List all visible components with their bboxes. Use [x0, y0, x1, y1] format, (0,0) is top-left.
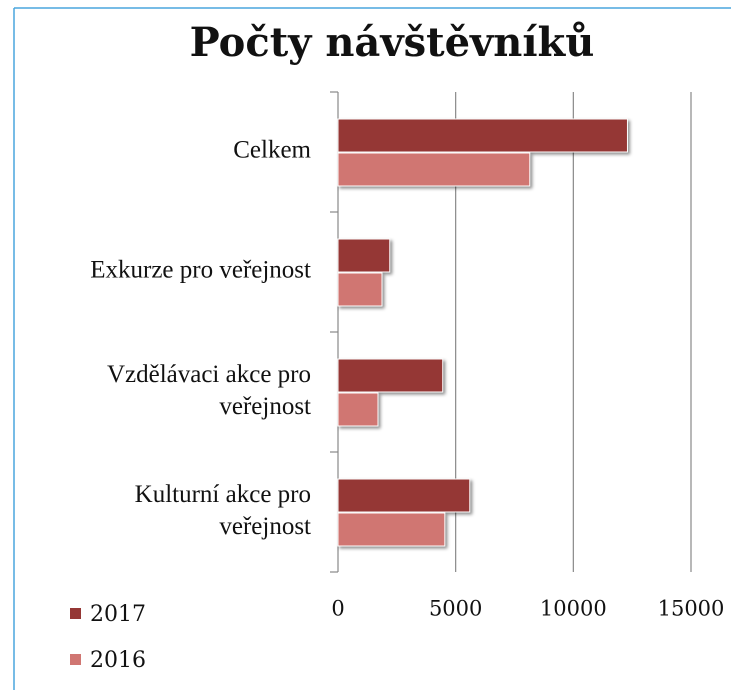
legend-swatch: [70, 608, 81, 619]
legend-label: 2017: [90, 602, 146, 627]
bar: [337, 238, 391, 273]
x-tick-label: 0: [331, 597, 344, 621]
bar: [337, 358, 444, 393]
bar: [337, 152, 531, 187]
bar: [337, 118, 628, 153]
bar: [337, 478, 471, 513]
bar: [337, 392, 379, 427]
x-tick-label: 15000: [658, 597, 725, 621]
bar: [337, 272, 383, 307]
y-tick-label: Exkurze pro veřejnost: [90, 257, 311, 284]
x-tick-label: 10000: [540, 597, 607, 621]
legend-swatch: [70, 654, 81, 665]
chart-title: Počty návštěvníků: [190, 19, 595, 66]
legend-label: 2016: [90, 648, 146, 673]
y-tick-label: Celkem: [233, 137, 311, 164]
x-tick-label: 5000: [429, 597, 482, 621]
y-tick-label: Vzdělávaci akce pro veřejnost: [107, 361, 311, 420]
y-tick-label: Kulturní akce pro veřejnost: [135, 481, 311, 540]
bar: [337, 512, 446, 547]
